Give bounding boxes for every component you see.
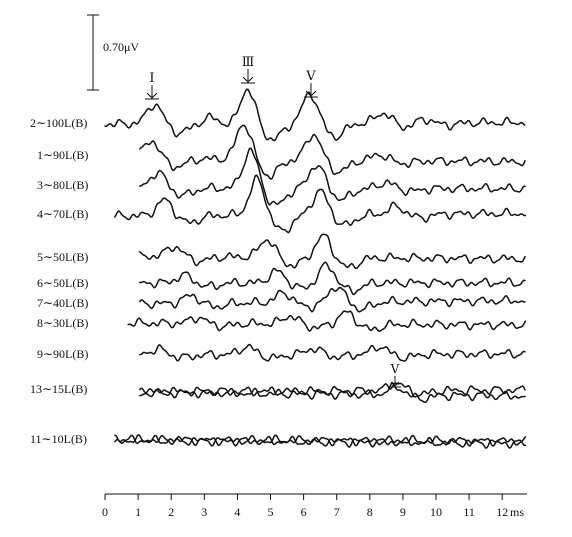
x-tick-label: 5 [268, 505, 274, 519]
peak-label-5: Ⅴ [305, 68, 316, 83]
waveform-trace [114, 174, 527, 234]
peak-arrow-3 [241, 69, 255, 84]
waveform-trace [139, 147, 526, 206]
waveform-trace [139, 261, 526, 296]
series-label: 5∼50L(B) [37, 250, 88, 264]
x-tick-label: 10 [430, 505, 442, 519]
waveform-trace [114, 434, 527, 449]
peak-marker-3: Ⅲ [241, 54, 255, 84]
waveform-traces [104, 88, 527, 449]
scale-bar-label: 0.70μV [103, 40, 139, 54]
x-tick-label: 11 [463, 505, 475, 519]
x-tick-label: 4 [234, 505, 240, 519]
series-label: 4∼70L(B) [37, 207, 88, 221]
waveform-trace [139, 382, 526, 398]
peak-marker-5: Ⅴ [304, 68, 318, 98]
waveform-trace [139, 124, 526, 180]
peak-arrow-1 [145, 85, 159, 100]
x-tick-label: 6 [301, 505, 307, 519]
series-label: 6∼50L(B) [37, 276, 88, 290]
x-tick-label: 9 [400, 505, 406, 519]
series-label: 7∼40L(B) [37, 296, 88, 310]
x-tick-label: 3 [201, 505, 207, 519]
scale-bar: 0.70μV [87, 14, 139, 91]
peak-label-3: Ⅲ [242, 54, 255, 69]
x-tick-label: 1 [135, 505, 141, 519]
series-label: 3∼80L(B) [37, 178, 88, 192]
waveform-trace [139, 343, 526, 362]
late-peak-label: Ⅴ [390, 362, 400, 376]
series-label: 13∼15L(B) [30, 382, 87, 396]
x-axis-unit: ms [510, 505, 524, 519]
series-label: 2∼100L(B) [30, 116, 87, 130]
x-axis: 0 1 2 3 4 5 6 7 8 9 10 11 12 [102, 493, 527, 519]
x-tick-label: 2 [168, 505, 174, 519]
x-tick-label: 7 [334, 505, 340, 519]
x-tick-label: 0 [102, 505, 108, 519]
series-label: 8∼30L(B) [37, 316, 88, 330]
series-label: 11∼10L(B) [30, 432, 87, 446]
series-label: 9∼90L(B) [37, 347, 88, 361]
series-labels: 2∼100L(B) 1∼90L(B) 3∼80L(B) 4∼70L(B) 5∼5… [30, 116, 88, 446]
waveform-trace [127, 310, 527, 332]
waveform-trace [114, 433, 527, 447]
x-tick-label: 8 [367, 505, 373, 519]
x-tick-label: 12 [496, 505, 508, 519]
peak-label-1: Ⅰ [149, 70, 154, 85]
waveform-trace [139, 233, 526, 270]
waveform-trace [104, 88, 526, 142]
series-label: 1∼90L(B) [37, 148, 88, 162]
waveform-trace [139, 286, 526, 313]
peak-marker-1: Ⅰ [145, 70, 159, 100]
